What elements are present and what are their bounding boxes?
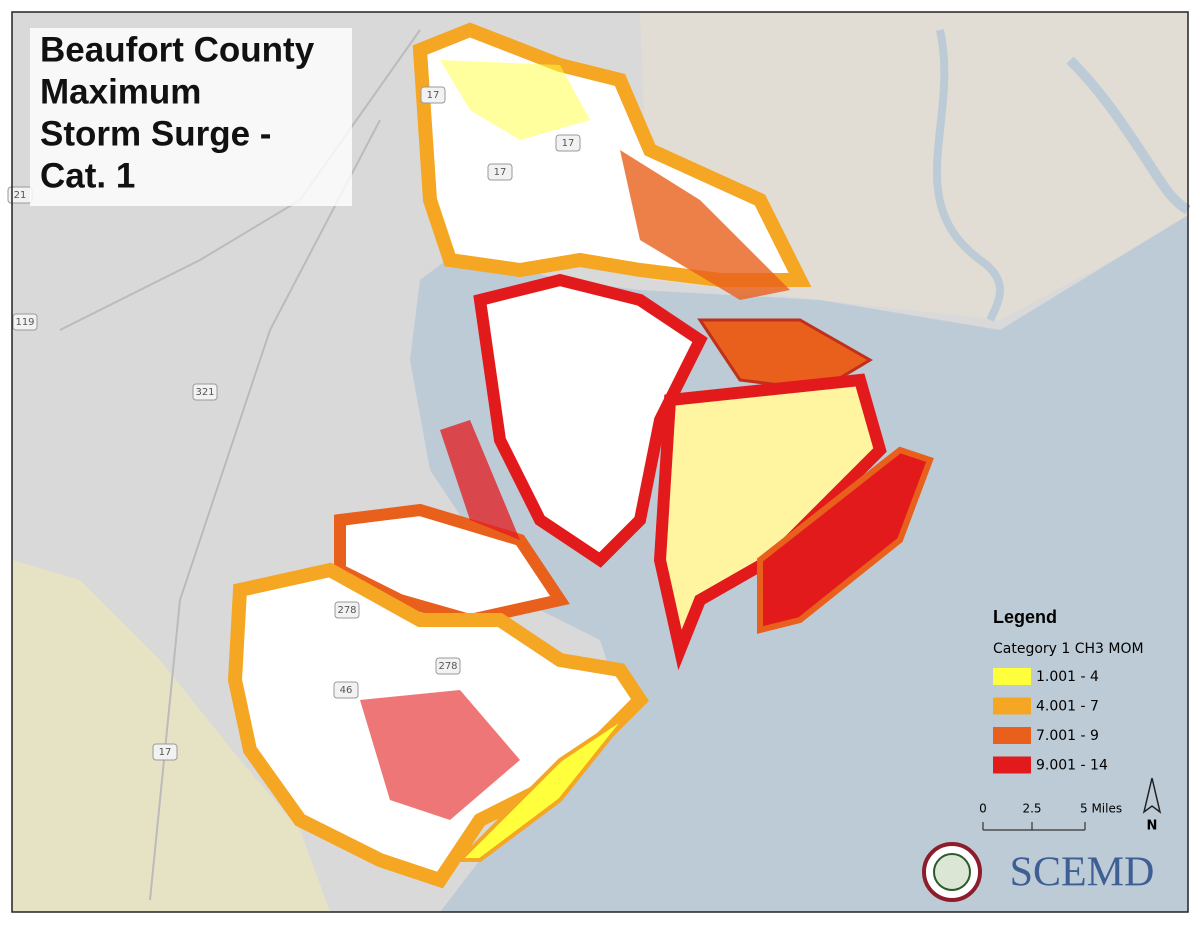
- logo-text: SCEMD: [1010, 850, 1155, 896]
- road-shields: 17 17 17 21 119 321 278 278 46 17: [7, 86, 581, 761]
- road-shield: [487, 163, 513, 181]
- road-label: 278: [438, 661, 457, 672]
- legend-swatch: [993, 727, 1031, 744]
- scale-bar: [982, 822, 1086, 831]
- title-box: [30, 28, 352, 206]
- road-shield: [152, 743, 178, 761]
- title-line: Cat. 1: [40, 156, 135, 195]
- title-line: Storm Surge -: [40, 114, 271, 153]
- road-shield: [333, 681, 359, 699]
- scale-label: 0: [979, 802, 987, 816]
- legend: 1.001 - 4 4.001 - 7 7.001 - 9 9.001 - 14: [993, 668, 1108, 774]
- title-line: Beaufort County: [40, 30, 315, 69]
- road-label: 17: [159, 747, 172, 758]
- surge-zones: [227, 22, 934, 889]
- road-label: 278: [337, 605, 356, 616]
- legend-swatch: [993, 697, 1031, 715]
- legend-label: 9.001 - 14: [1036, 758, 1108, 774]
- scale-label: 5 Miles: [1080, 802, 1122, 816]
- road-label: 21: [14, 190, 27, 201]
- scale-label: 2.5: [1022, 802, 1041, 816]
- legend-subtitle: Category 1 CH3 MOM: [993, 641, 1144, 657]
- road-shield: [435, 657, 461, 675]
- road-label: 17: [427, 90, 440, 101]
- map-frame: [11, 11, 1189, 913]
- legend-swatch: [993, 756, 1031, 774]
- legend-label: 1.001 - 4: [1036, 669, 1099, 685]
- road-shield: [192, 383, 218, 401]
- road-label: 321: [195, 387, 214, 398]
- legend-label: 4.001 - 7: [1036, 699, 1099, 715]
- legend-swatch: [993, 668, 1031, 685]
- road-shield: [420, 86, 446, 104]
- legend-title: Legend: [993, 607, 1057, 627]
- road-shield: [334, 601, 360, 619]
- road-label: 17: [494, 167, 507, 178]
- road-label: 17: [562, 138, 575, 149]
- north-label: N: [1147, 819, 1158, 834]
- logo-seal-inner: [933, 853, 971, 891]
- road-shield: [555, 134, 581, 152]
- north-arrow: [1142, 777, 1162, 814]
- road-label: 119: [15, 317, 34, 328]
- road-label: 46: [340, 685, 353, 696]
- road-shield: [12, 313, 38, 331]
- legend-label: 7.001 - 9: [1036, 728, 1099, 744]
- title-line: Maximum: [40, 72, 201, 111]
